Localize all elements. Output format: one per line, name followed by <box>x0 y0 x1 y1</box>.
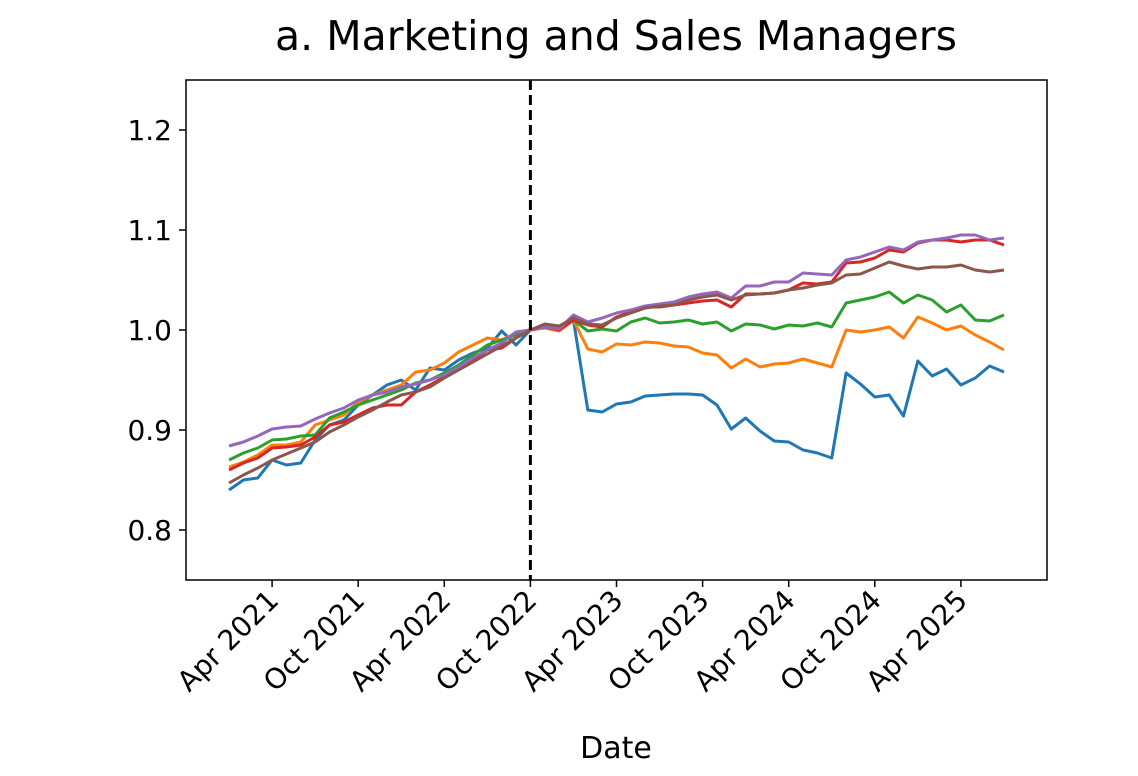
line-series <box>228 315 1005 469</box>
line-series <box>228 260 1005 485</box>
y-tick-label: 1.2 <box>127 114 172 147</box>
line-series <box>228 233 1005 448</box>
y-tick-label: 1.0 <box>127 314 172 347</box>
chart-title: a. Marketing and Sales Managers <box>275 12 957 60</box>
plot-frame <box>185 79 1048 581</box>
y-tick-label: 1.1 <box>127 214 172 247</box>
x-axis-label: Date <box>580 731 652 766</box>
y-tick-label: 0.8 <box>127 514 172 547</box>
line-series <box>228 238 1005 472</box>
line-series <box>228 290 1005 462</box>
y-tick-label: 0.9 <box>127 414 172 447</box>
